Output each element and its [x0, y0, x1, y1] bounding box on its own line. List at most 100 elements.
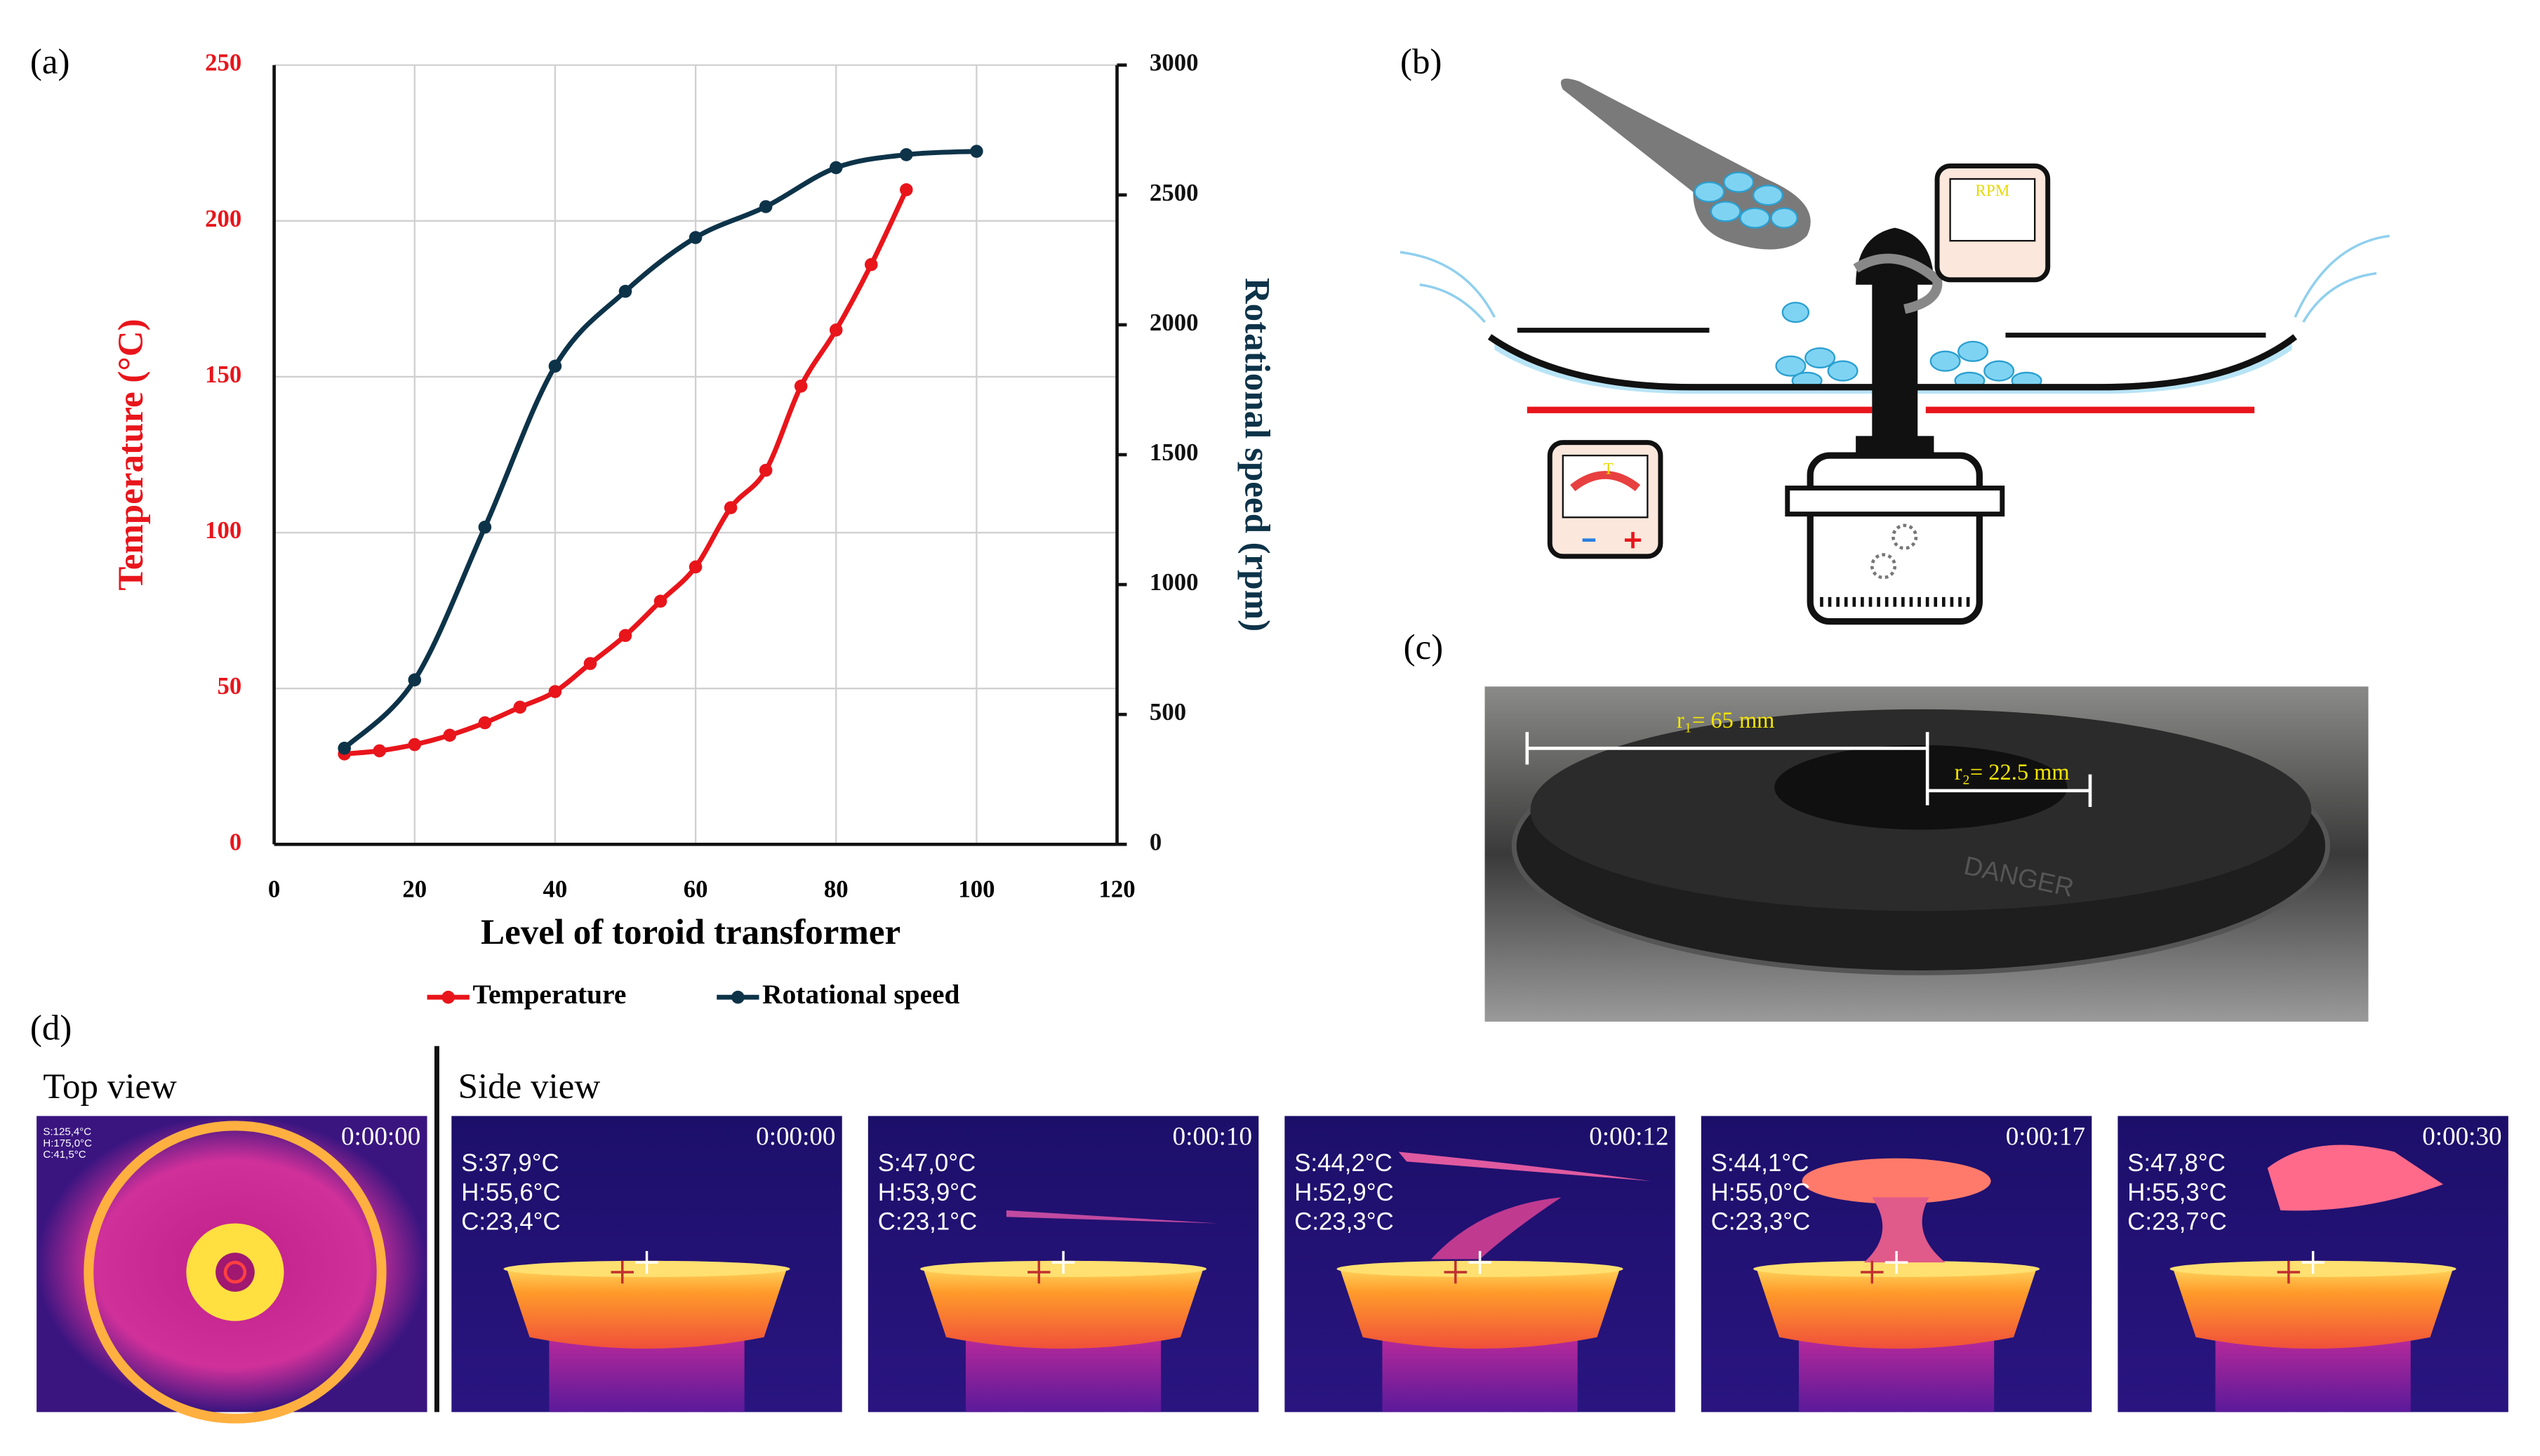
x-axis-title: Level of toroid transformer: [481, 913, 900, 952]
ring: [84, 1121, 387, 1424]
y2-axis-title: Rotational speed (rpm): [1237, 278, 1277, 632]
data-point: [794, 380, 808, 393]
gauge-label: RPM: [1975, 182, 2009, 200]
bowl: [1756, 1269, 2037, 1349]
data-point: [338, 742, 351, 755]
reading: S:37,9°C: [461, 1150, 559, 1177]
photo: DANGER r₁= 65 mm r₂= 22.5 mm: [1484, 686, 2369, 1022]
splash: [1399, 234, 2390, 323]
data-point: [513, 700, 527, 714]
y-tick-label: 250: [205, 49, 241, 76]
data-point: [548, 359, 562, 373]
crosshair: [1444, 1260, 1468, 1284]
crosshair: [2277, 1260, 2301, 1284]
reading: H:55,6°C: [461, 1180, 560, 1206]
reading: C:23,7°C: [2127, 1209, 2226, 1236]
data-point: [865, 258, 878, 272]
legend-label: Rotational speed: [762, 979, 959, 1010]
timestamp: 0:00:10: [1173, 1122, 1252, 1151]
crosshair: [1884, 1250, 1908, 1274]
crosshair: [635, 1250, 658, 1274]
x-tick-label: 0: [268, 875, 280, 902]
data-point: [408, 737, 422, 752]
data-point: [618, 284, 632, 298]
data-point: [478, 521, 492, 534]
reading: S:44,2°C: [1294, 1150, 1392, 1177]
legend-dot: [731, 990, 745, 1004]
crosshair: [1051, 1250, 1075, 1274]
crosshair: [2301, 1250, 2325, 1274]
y-tick-label: 100: [205, 516, 241, 544]
x-tick-label: 80: [824, 875, 849, 902]
reading: H:52,9°C: [1294, 1180, 1393, 1206]
panel-label: (b): [1400, 42, 1442, 81]
data-point: [900, 183, 913, 196]
series-line: [344, 188, 909, 756]
data-point: [618, 629, 632, 642]
data-point: [829, 161, 843, 175]
y2-tick-label: 3000: [1150, 49, 1199, 76]
x-tick-label: 100: [958, 875, 995, 902]
gauge-label: T: [1604, 460, 1614, 478]
y2-tick-label: 2500: [1150, 179, 1199, 206]
plume: [1863, 1197, 1946, 1263]
data-point: [829, 323, 843, 337]
data-point: [970, 145, 983, 158]
panel-label: (c): [1404, 628, 1444, 667]
crosshair: [611, 1260, 634, 1284]
timestamp: 0:00:30: [2422, 1122, 2501, 1151]
gear-bar: [1785, 486, 2005, 517]
x-tick-label: 40: [543, 875, 568, 902]
side-view-title: Side view: [458, 1067, 601, 1107]
y-tick-label: 0: [230, 828, 241, 855]
y2-tick-label: 1500: [1150, 439, 1199, 466]
y-tick-label: 200: [205, 205, 241, 232]
gear: [1891, 523, 1918, 550]
data-point: [724, 501, 738, 514]
x-tick-label: 120: [1098, 875, 1135, 902]
reading: S:47,8°C: [2127, 1150, 2226, 1177]
reading: C:23,4°C: [461, 1209, 560, 1236]
reading: C:23,1°C: [878, 1209, 977, 1236]
plume: [2267, 1144, 2444, 1211]
r1-label: r₁= 65 mm: [1677, 708, 1775, 733]
y2-tick-label: 2000: [1150, 309, 1199, 336]
timestamp: 0:00:17: [2006, 1122, 2085, 1151]
bowl: [1340, 1269, 1620, 1349]
bowl: [507, 1269, 787, 1349]
rotation-arrow: [1853, 253, 1943, 314]
crosshair: [1861, 1260, 1884, 1284]
reading: C:23,3°C: [1294, 1209, 1393, 1236]
data-point: [478, 716, 492, 730]
data-point: [443, 728, 457, 742]
y-axis-title: Temperature (°C): [112, 319, 151, 590]
gauge-scale: [1570, 471, 1641, 492]
timestamp: 0:00:00: [756, 1122, 835, 1151]
crosshair: [1468, 1250, 1491, 1274]
reading: S:125,4°C: [43, 1126, 91, 1138]
x-tick-label: 60: [684, 875, 708, 902]
bowl: [923, 1269, 1204, 1349]
y2-tick-label: 0: [1150, 828, 1162, 855]
plume: [1398, 1151, 1651, 1182]
reading: H:175,0°C: [43, 1137, 92, 1149]
reading: C:23,3°C: [1711, 1209, 1810, 1236]
data-point: [759, 463, 773, 477]
data-point: [689, 231, 703, 244]
crosshair: [1028, 1260, 1051, 1284]
plume: [1802, 1158, 1991, 1204]
data-point: [548, 685, 562, 698]
diagram: RPM T: [1399, 79, 2390, 625]
shaft: [1856, 227, 1934, 443]
reading: C:41,5°C: [43, 1149, 86, 1161]
panel-label: (a): [30, 42, 70, 81]
timestamp: 0:00:00: [341, 1122, 420, 1151]
core-ring: [223, 1260, 247, 1284]
legend-label: Temperature: [472, 979, 626, 1010]
top-view-title: Top view: [43, 1067, 177, 1107]
timestamp: 0:00:12: [1589, 1122, 1668, 1151]
panel-label: (d): [30, 1009, 72, 1048]
data-point: [373, 744, 387, 758]
data-point: [689, 560, 703, 574]
r2-label: r₂= 22.5 mm: [1955, 760, 2070, 785]
